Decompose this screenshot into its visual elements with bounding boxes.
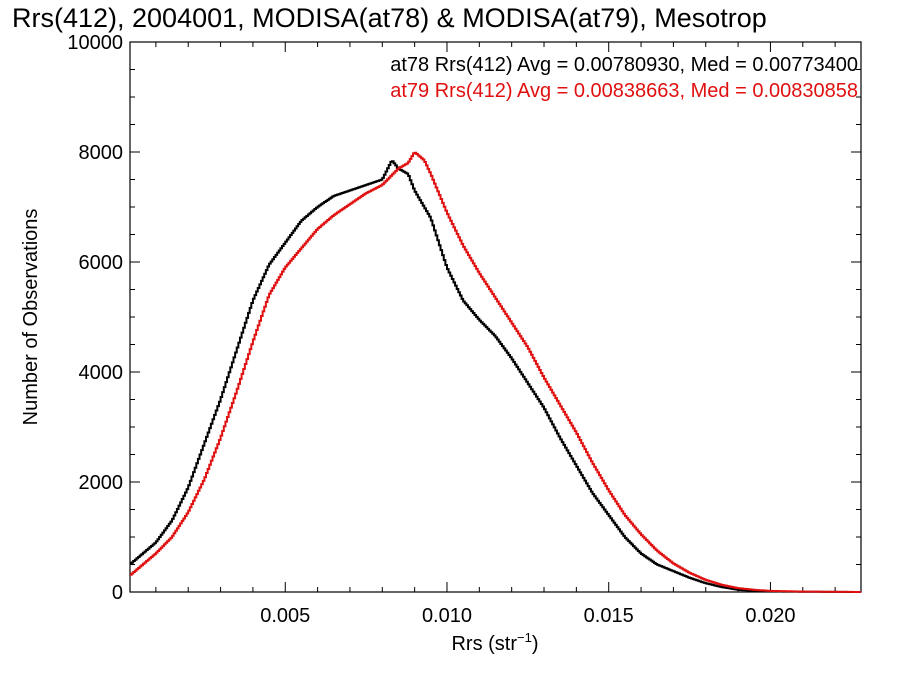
x-tick-label: 0.005 [260, 605, 310, 627]
y-axis-label: Number of Observations [20, 209, 42, 426]
legend-entry-at79: at79 Rrs(412) Avg = 0.00838663, Med = 0.… [390, 80, 858, 102]
series-lines [130, 151, 861, 593]
chart-title: Rrs(412), 2004001, MODISA(at78) & MODISA… [12, 3, 767, 33]
series-line-at79 [130, 151, 861, 593]
series-line-at78 [130, 160, 861, 593]
x-tick-label: 0.015 [584, 605, 634, 627]
y-tick-label: 8000 [79, 142, 124, 164]
tick-labels: 0.005 0.010 0.015 0.020 0 2000 4000 6000 8000 100… [67, 32, 795, 627]
x-axis-label: Rrs (str−1) [451, 630, 538, 655]
y-tick-label: 10000 [67, 32, 123, 54]
plot-frame [129, 41, 862, 593]
y-tick-label: 0 [112, 582, 123, 604]
x-tick-label: 0.020 [745, 605, 795, 627]
y-tick-label: 2000 [79, 472, 124, 494]
axis-ticks [130, 41, 861, 593]
x-tick-label: 0.010 [422, 605, 472, 627]
y-tick-label: 6000 [79, 252, 124, 274]
y-tick-label: 4000 [79, 362, 124, 384]
legend-entry-at78: at78 Rrs(412) Avg = 0.00780930, Med = 0.… [390, 54, 858, 76]
